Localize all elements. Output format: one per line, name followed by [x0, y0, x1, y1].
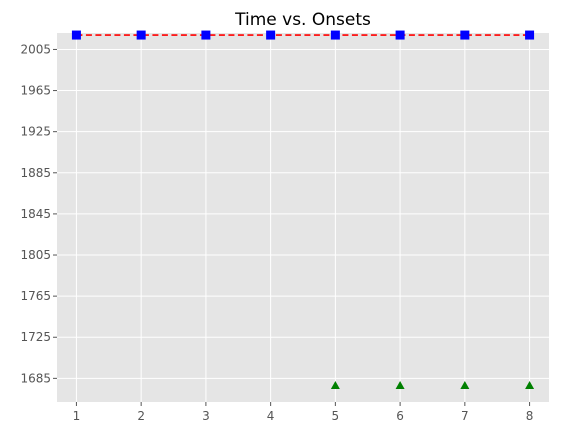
- square-marker: [266, 30, 276, 40]
- x-tick-label: 2: [137, 409, 145, 423]
- x-tick-label: 7: [461, 409, 469, 423]
- y-tick-label: 1725: [20, 330, 51, 344]
- x-tick-label: 1: [73, 409, 81, 423]
- y-tick-label: 1765: [20, 289, 51, 303]
- y-tick-label: 1925: [20, 125, 51, 139]
- y-tick-label: 1685: [20, 371, 51, 385]
- plot-area: [57, 33, 549, 402]
- triangle-marker: [460, 381, 470, 390]
- x-tick-label: 6: [396, 409, 404, 423]
- y-tick-label: 1965: [20, 84, 51, 98]
- y-tick-label: 2005: [20, 42, 51, 56]
- square-marker: [330, 30, 340, 40]
- series-layer: [71, 30, 535, 390]
- x-tick-label: 4: [267, 409, 275, 423]
- grid: [57, 33, 549, 402]
- square-marker: [395, 30, 405, 40]
- square-marker: [201, 30, 211, 40]
- x-axis: 1 2 3 4 5 6 7 8: [73, 402, 534, 423]
- square-marker: [525, 30, 535, 40]
- square-marker: [71, 30, 81, 40]
- y-tick-label: 1885: [20, 166, 51, 180]
- x-tick-label: 8: [526, 409, 534, 423]
- triangle-marker: [525, 381, 535, 390]
- y-tick-label: 1805: [20, 248, 51, 262]
- chart-title: Time vs. Onsets: [234, 10, 371, 30]
- x-tick-label: 3: [202, 409, 210, 423]
- x-tick-label: 5: [332, 409, 340, 423]
- triangle-marker: [395, 381, 405, 390]
- square-marker: [460, 30, 470, 40]
- y-tick-label: 1845: [20, 207, 51, 221]
- triangle-marker: [330, 381, 340, 390]
- y-axis: 1685 1725 1765 1805 1845 1885 1925 1965 2005: [20, 42, 57, 385]
- square-marker: [136, 30, 146, 40]
